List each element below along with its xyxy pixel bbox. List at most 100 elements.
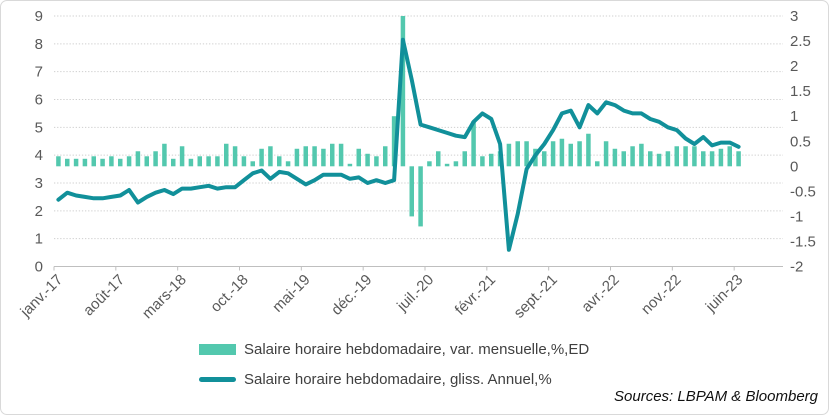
bar <box>709 151 715 167</box>
bar <box>303 146 308 167</box>
bar <box>294 148 300 167</box>
x-axis-label: juin-23 <box>702 271 747 316</box>
y-axis-label-left: 6 <box>35 92 43 109</box>
bar <box>312 146 317 167</box>
bar <box>162 143 167 167</box>
bar <box>409 166 414 217</box>
bar <box>577 141 582 167</box>
bar <box>188 158 194 167</box>
bar <box>462 151 467 167</box>
bar <box>321 148 326 167</box>
legend-item-monthly-bars: Salaire horaire hebdomadaire, var. mensu… <box>199 340 590 358</box>
y-axis-label-left: 2 <box>35 203 43 220</box>
bar <box>232 146 238 167</box>
y-axis-label-left: 8 <box>35 36 43 53</box>
bar <box>400 16 406 167</box>
y-axis-label-right: -0.5 <box>790 183 816 200</box>
y-axis-label-right: 2.5 <box>790 33 811 50</box>
bar <box>91 156 96 167</box>
y-axis-label-left: 5 <box>35 119 43 136</box>
bar <box>65 158 70 167</box>
bar <box>586 133 591 167</box>
bar <box>179 146 185 167</box>
chart-legend: Salaire horaire hebdomadaire, var. mensu… <box>199 340 590 388</box>
bar <box>330 143 335 167</box>
bar <box>506 143 512 167</box>
x-axis-label: mai-19 <box>269 271 313 315</box>
bar <box>250 161 255 167</box>
x-axis-label: avr.-22 <box>578 271 622 315</box>
bar <box>444 163 450 167</box>
bar <box>73 158 79 167</box>
y-axis-label-left: 4 <box>35 147 43 164</box>
y-axis-label-right: 0.5 <box>790 133 811 150</box>
y-axis-label-left: 9 <box>35 8 43 25</box>
bar <box>277 156 282 167</box>
bar <box>197 156 202 167</box>
bar <box>656 153 662 167</box>
bar <box>383 146 388 167</box>
y-axis-label-right: -1.5 <box>790 233 816 250</box>
bar <box>595 161 600 167</box>
y-axis-label-right: 1.5 <box>790 83 811 100</box>
legend-label-monthly: Salaire horaire hebdomadaire, var. mensu… <box>244 340 590 358</box>
bar <box>118 158 123 167</box>
bar <box>56 156 61 167</box>
bar <box>727 146 732 167</box>
legend-item-yoy-line: Salaire horaire hebdomadaire, gliss. Ann… <box>199 370 589 388</box>
bar <box>135 151 141 167</box>
y-axis-label-right: 1 <box>790 108 798 125</box>
bar <box>515 141 520 167</box>
bar <box>356 148 361 167</box>
y-axis-label-left: 0 <box>35 259 43 276</box>
bar <box>692 146 697 167</box>
bar <box>391 116 397 167</box>
x-axis-label: sept.-21 <box>511 271 561 321</box>
bar <box>100 158 105 167</box>
bar <box>683 146 688 167</box>
bar <box>338 143 344 167</box>
bar <box>126 156 132 167</box>
y-axis-label-right: -1 <box>790 208 803 225</box>
bar <box>144 156 149 167</box>
bar <box>109 156 114 167</box>
y-axis-label-right: 3 <box>790 8 798 25</box>
x-axis-label: févr.-21 <box>452 271 499 318</box>
y-axis-label-left: 7 <box>35 64 43 81</box>
bar-series-swatch <box>199 343 236 355</box>
bar <box>436 151 441 167</box>
bar <box>621 151 626 167</box>
bar <box>153 151 158 167</box>
y-axis-label-right: 2 <box>790 58 798 75</box>
bar <box>418 166 423 227</box>
bar <box>550 141 556 167</box>
bar <box>427 161 432 167</box>
bar <box>215 156 220 167</box>
bar <box>665 151 671 167</box>
bar <box>639 143 644 167</box>
bar <box>241 156 247 167</box>
x-axis-label: août-17 <box>80 271 128 319</box>
bar <box>453 161 459 167</box>
y-axis-label-right: -2 <box>790 259 803 276</box>
bar <box>674 146 679 167</box>
bar <box>206 156 211 167</box>
bar <box>471 121 476 167</box>
bar <box>224 143 229 167</box>
bar <box>612 148 618 167</box>
bar <box>736 151 741 167</box>
x-axis-label: mars-18 <box>139 271 190 322</box>
bar <box>171 158 176 167</box>
y-axis-label-left: 1 <box>35 231 43 248</box>
x-axis-label: oct.-18 <box>207 271 251 315</box>
legend-label-yoy: Salaire horaire hebdomadaire, gliss. Ann… <box>244 370 552 388</box>
bar <box>603 141 609 167</box>
bar <box>630 146 635 167</box>
bar <box>259 148 264 167</box>
bar <box>718 148 724 167</box>
line-series-swatch <box>199 376 236 382</box>
y-axis-label-left: 3 <box>35 175 43 192</box>
bar <box>542 151 547 167</box>
